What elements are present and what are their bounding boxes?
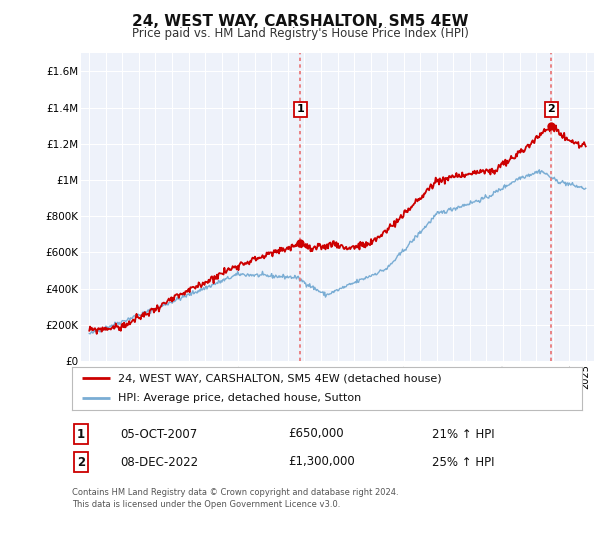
Text: 08-DEC-2022: 08-DEC-2022 bbox=[120, 455, 198, 469]
Text: 05-OCT-2007: 05-OCT-2007 bbox=[120, 427, 197, 441]
Text: £650,000: £650,000 bbox=[288, 427, 344, 441]
Text: Price paid vs. HM Land Registry's House Price Index (HPI): Price paid vs. HM Land Registry's House … bbox=[131, 27, 469, 40]
Text: 21% ↑ HPI: 21% ↑ HPI bbox=[432, 427, 494, 441]
Text: Contains HM Land Registry data © Crown copyright and database right 2024.: Contains HM Land Registry data © Crown c… bbox=[72, 488, 398, 497]
Text: This data is licensed under the Open Government Licence v3.0.: This data is licensed under the Open Gov… bbox=[72, 500, 340, 508]
Text: 25% ↑ HPI: 25% ↑ HPI bbox=[432, 455, 494, 469]
Text: 24, WEST WAY, CARSHALTON, SM5 4EW (detached house): 24, WEST WAY, CARSHALTON, SM5 4EW (detac… bbox=[118, 374, 442, 384]
Text: 2: 2 bbox=[547, 104, 555, 114]
Text: 24, WEST WAY, CARSHALTON, SM5 4EW: 24, WEST WAY, CARSHALTON, SM5 4EW bbox=[132, 14, 468, 29]
Text: £1,300,000: £1,300,000 bbox=[288, 455, 355, 469]
Text: 2: 2 bbox=[77, 455, 85, 469]
Text: 1: 1 bbox=[77, 427, 85, 441]
Text: HPI: Average price, detached house, Sutton: HPI: Average price, detached house, Sutt… bbox=[118, 393, 361, 403]
Text: 1: 1 bbox=[296, 104, 304, 114]
